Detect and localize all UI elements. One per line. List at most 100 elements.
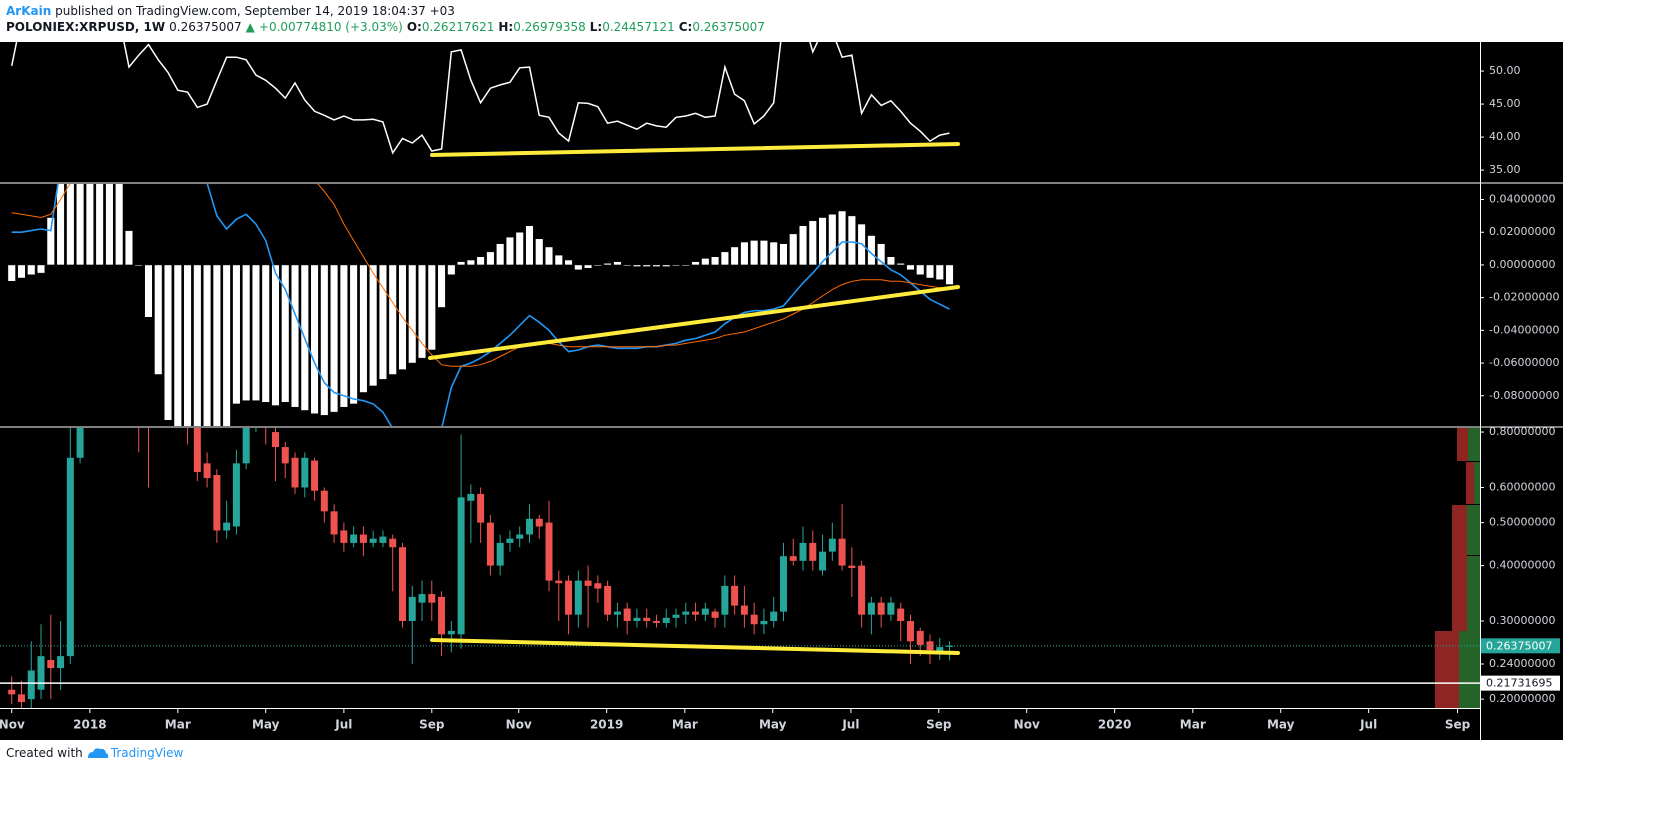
histogram-bar [105,184,114,266]
histogram-bar [759,240,768,266]
price-line-box [1481,675,1560,691]
candle-body [887,602,895,615]
candle-body [643,617,651,622]
candle-body [232,463,240,527]
histogram-bar [691,261,700,266]
histogram-bar [681,264,690,267]
x-tick-label: May [252,718,280,732]
candle-body [350,534,358,543]
histogram-bar [349,264,358,405]
macd-line [11,184,950,426]
histogram-bar [711,256,720,266]
histogram-bar [623,264,632,267]
brand[interactable]: TradingView [110,746,184,760]
candle-body [438,596,446,635]
histogram-bar [515,231,524,266]
histogram-bar [212,264,221,426]
candle-body [897,608,905,622]
candle-body [731,585,739,606]
candle-body [418,594,426,603]
candle-body [779,556,787,612]
histogram-bar [85,184,94,266]
candle-body [711,611,719,618]
candle-body [584,580,592,586]
candle-body [623,608,631,622]
histogram-bar [378,264,387,380]
histogram-bar [593,264,602,267]
author[interactable]: ArKain [6,4,52,18]
candle-body [57,656,65,669]
histogram-bar [877,243,886,266]
candle-body [27,670,35,700]
x-tick-label: May [1267,718,1295,732]
histogram-bar [193,264,202,426]
histogram-bar [310,264,319,414]
y-tick-label: 0.04000000 [1489,193,1555,206]
candle-body [203,463,211,479]
candle-body [311,460,319,491]
candle-body [320,490,328,512]
candle-body [936,647,944,652]
x-tick-label: Mar [1180,718,1206,732]
candle-body [477,494,485,523]
candle-body [389,538,397,548]
histogram-bar [359,264,368,393]
marks [0,42,1480,708]
close-label: C: [678,20,693,34]
histogram-bar [290,264,300,408]
y-tick-label: 0.60000000 [1489,480,1555,493]
candle-body [301,457,309,488]
histogram-bar [56,184,65,266]
candle-body [565,580,573,615]
histogram-bar [838,210,847,266]
histogram-bar [408,264,417,364]
logo [87,748,109,758]
x-tick-label: Nov [506,718,532,732]
candle-body [369,538,377,543]
y-tick-label: 0.30000000 [1489,614,1555,627]
candle-body [516,534,524,539]
macd-line [11,184,950,367]
y-tick-label: 0.20000000 [1489,692,1555,705]
header-line: ArKain published on TradingView.com, Sep… [6,4,455,18]
y-tick-label: 0.24000000 [1489,657,1555,670]
candle-body [457,497,465,635]
histogram-bar [505,236,514,266]
histogram-bar [76,184,85,266]
change: +0.00774810 (+3.03%) [258,20,403,34]
candle-body [877,602,885,615]
histogram-bar [544,246,554,266]
histogram-bar [798,225,808,266]
histogram-bar [144,264,153,318]
histogram-bar [46,217,55,266]
x-tick-label: Jul [334,718,352,732]
candle-body [633,617,641,622]
candle-body [867,602,875,615]
histogram-bar [437,264,446,308]
histogram-bar [896,263,905,266]
candle-body [408,596,416,622]
candle-body [37,656,45,690]
candle-body [682,611,690,615]
x-tick-label: Sep [926,718,952,732]
histogram-bar [779,243,788,266]
candle-body [613,611,621,615]
candle-body [291,457,299,488]
histogram-bar [447,264,456,275]
candle-body [486,522,494,566]
trend-lines [428,142,960,655]
histogram-bar [916,264,925,275]
histogram-bar [183,264,192,426]
histogram-bar [124,230,134,266]
histogram-bar [925,264,935,279]
close-value: 0.26375007 [692,20,765,34]
last-price-box [1481,638,1560,654]
rsi-line [10,42,950,155]
y-tick-label: 0.80000000 [1489,425,1555,438]
histogram-bar [134,264,143,267]
histogram-bar [828,214,837,266]
candle-body [858,565,866,615]
candle-body [692,611,700,615]
